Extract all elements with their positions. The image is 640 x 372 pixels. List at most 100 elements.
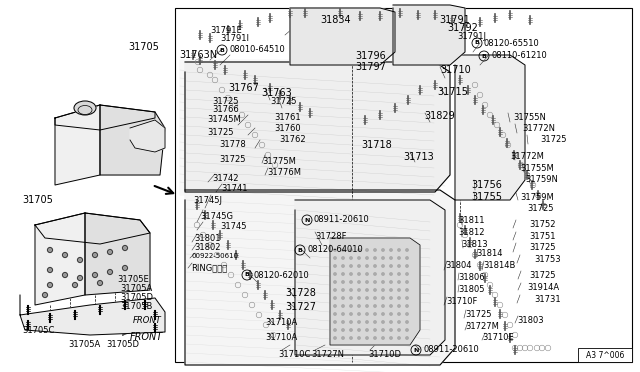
Text: 31763N: 31763N	[179, 50, 217, 60]
Circle shape	[358, 305, 360, 307]
Circle shape	[398, 313, 400, 315]
Circle shape	[390, 313, 392, 315]
Text: 31775M: 31775M	[262, 157, 296, 166]
Text: 31776M: 31776M	[267, 168, 301, 177]
Circle shape	[366, 305, 368, 307]
Circle shape	[366, 289, 368, 291]
Text: 31705E: 31705E	[117, 275, 148, 284]
Circle shape	[350, 321, 352, 323]
Circle shape	[350, 249, 352, 251]
Circle shape	[350, 281, 352, 283]
Text: 31725: 31725	[527, 204, 554, 213]
Circle shape	[366, 321, 368, 323]
Circle shape	[108, 269, 113, 275]
Circle shape	[406, 257, 408, 259]
Circle shape	[366, 281, 368, 283]
Text: 08911-20610: 08911-20610	[423, 346, 479, 355]
Circle shape	[77, 257, 83, 263]
Circle shape	[350, 313, 352, 315]
Text: 31755M: 31755M	[520, 164, 554, 173]
Circle shape	[47, 247, 52, 253]
Text: 31760: 31760	[274, 124, 301, 133]
Text: 31791E: 31791E	[210, 26, 242, 35]
Circle shape	[342, 329, 344, 331]
Text: 08120-64010: 08120-64010	[307, 246, 363, 254]
Circle shape	[350, 265, 352, 267]
Polygon shape	[295, 200, 445, 355]
Text: 31745G: 31745G	[200, 212, 233, 221]
Text: 08110-61210: 08110-61210	[491, 51, 547, 61]
Circle shape	[93, 273, 97, 278]
Circle shape	[334, 305, 336, 307]
Text: 08010-64510: 08010-64510	[229, 45, 285, 55]
Circle shape	[342, 265, 344, 267]
Text: 31802: 31802	[194, 243, 221, 252]
Circle shape	[382, 313, 384, 315]
Circle shape	[390, 265, 392, 267]
Circle shape	[398, 321, 400, 323]
Circle shape	[358, 249, 360, 251]
Bar	[175, 8, 632, 362]
Circle shape	[334, 249, 336, 251]
Circle shape	[366, 329, 368, 331]
Circle shape	[390, 249, 392, 251]
Polygon shape	[290, 8, 395, 65]
Text: B: B	[475, 41, 479, 45]
Text: 31763: 31763	[261, 88, 292, 98]
Circle shape	[72, 282, 77, 288]
Circle shape	[358, 337, 360, 339]
Circle shape	[406, 249, 408, 251]
Circle shape	[382, 305, 384, 307]
Text: 31728: 31728	[285, 288, 316, 298]
Circle shape	[342, 305, 344, 307]
Circle shape	[382, 257, 384, 259]
Text: 31772M: 31772M	[510, 152, 544, 161]
Text: 31705D: 31705D	[120, 293, 153, 302]
Circle shape	[390, 289, 392, 291]
Circle shape	[366, 313, 368, 315]
Text: 31745: 31745	[220, 222, 246, 231]
Circle shape	[390, 257, 392, 259]
Circle shape	[334, 297, 336, 299]
Text: B: B	[220, 48, 225, 52]
Text: 31725: 31725	[207, 128, 234, 137]
Text: 31791I: 31791I	[220, 34, 249, 43]
Text: 31710A: 31710A	[265, 318, 297, 327]
Circle shape	[374, 265, 376, 267]
Text: 00922-50610: 00922-50610	[191, 253, 238, 259]
Text: 31829: 31829	[424, 111, 455, 121]
Text: 31705D: 31705D	[106, 340, 139, 349]
Circle shape	[382, 289, 384, 291]
Circle shape	[108, 250, 113, 254]
Text: A3 7^006: A3 7^006	[586, 350, 624, 359]
Circle shape	[334, 329, 336, 331]
Polygon shape	[185, 190, 455, 365]
Text: 31811: 31811	[458, 216, 484, 225]
Bar	[578, 348, 632, 362]
Circle shape	[374, 313, 376, 315]
Text: 31705: 31705	[22, 195, 53, 205]
Circle shape	[374, 329, 376, 331]
Text: N: N	[304, 218, 310, 222]
Circle shape	[342, 249, 344, 251]
Text: B: B	[481, 54, 486, 58]
Text: 31705A: 31705A	[120, 284, 152, 293]
Circle shape	[358, 313, 360, 315]
Polygon shape	[35, 213, 150, 244]
Text: 31805: 31805	[458, 285, 484, 294]
Polygon shape	[180, 60, 445, 195]
Text: 31705: 31705	[128, 42, 159, 52]
Text: 31751: 31751	[529, 232, 556, 241]
Text: 31705A: 31705A	[68, 340, 100, 349]
Circle shape	[406, 321, 408, 323]
Circle shape	[358, 257, 360, 259]
Circle shape	[358, 265, 360, 267]
Text: 31745J: 31745J	[193, 196, 222, 205]
Text: B: B	[244, 273, 250, 278]
Text: 31710F: 31710F	[446, 297, 477, 306]
Circle shape	[374, 297, 376, 299]
Circle shape	[93, 253, 97, 257]
Circle shape	[350, 337, 352, 339]
Circle shape	[406, 305, 408, 307]
Text: 31914A: 31914A	[527, 283, 559, 292]
